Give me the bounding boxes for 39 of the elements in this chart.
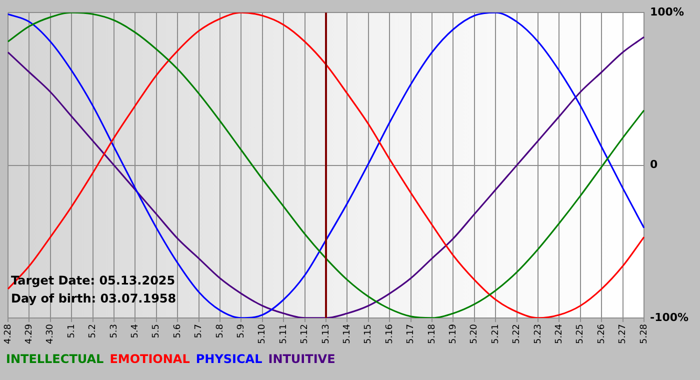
- x-tick-label: 5.7: [194, 324, 204, 338]
- y-tick-label: -100%: [650, 310, 689, 324]
- annotation: Day of birth: 03.07.1958: [11, 292, 176, 306]
- x-tick-label: 5.5: [152, 324, 162, 338]
- x-tick-label: 4.29: [24, 324, 35, 344]
- x-tick-label: 5.18: [427, 324, 438, 344]
- x-tick-label: 4.28: [3, 324, 14, 344]
- x-tick-label: 5.3: [109, 324, 120, 338]
- text: EMOTIONAL: [110, 352, 190, 366]
- y-tick-label: 0: [650, 158, 658, 172]
- x-tick-label: 5.11: [278, 324, 289, 344]
- text: PHYSICAL: [196, 352, 262, 366]
- x-tick-label: 5.4: [130, 324, 141, 338]
- x-tick-label: 5.22: [512, 324, 522, 344]
- x-tick-label: 5.20: [470, 324, 480, 344]
- text: INTUITIVE: [268, 352, 336, 366]
- x-tick-label: 5.8: [215, 324, 226, 338]
- x-tick-label: 5.12: [300, 324, 310, 344]
- x-tick-label: 5.2: [88, 324, 98, 338]
- x-tick-label: 5.27: [618, 324, 628, 344]
- y-tick-label: 100%: [650, 5, 684, 18]
- x-tick-label: 5.21: [490, 324, 501, 344]
- x-tick-label: 5.15: [364, 324, 374, 344]
- x-tick-label: 5.6: [172, 324, 183, 338]
- x-tick-label: 5.19: [448, 324, 459, 344]
- text: INTELLECTUAL: [6, 352, 104, 366]
- x-tick-label: 5.9: [236, 324, 247, 338]
- x-tick-label: 5.24: [554, 324, 565, 344]
- x-tick-label: 5.25: [576, 324, 586, 344]
- x-tick-label: 5.10: [258, 324, 268, 344]
- x-tick-label: 5.28: [639, 324, 650, 344]
- x-tick-label: 5.23: [533, 324, 544, 344]
- x-tick-label: 5.17: [406, 324, 416, 344]
- x-tick-label: 5.26: [596, 324, 607, 344]
- x-tick-label: 4.30: [46, 324, 56, 344]
- x-tick-label: 5.1: [66, 324, 77, 338]
- x-tick-label: 5.16: [384, 324, 395, 344]
- x-tick-label: 5.14: [342, 324, 353, 344]
- x-tick-label: 5.13: [321, 324, 332, 344]
